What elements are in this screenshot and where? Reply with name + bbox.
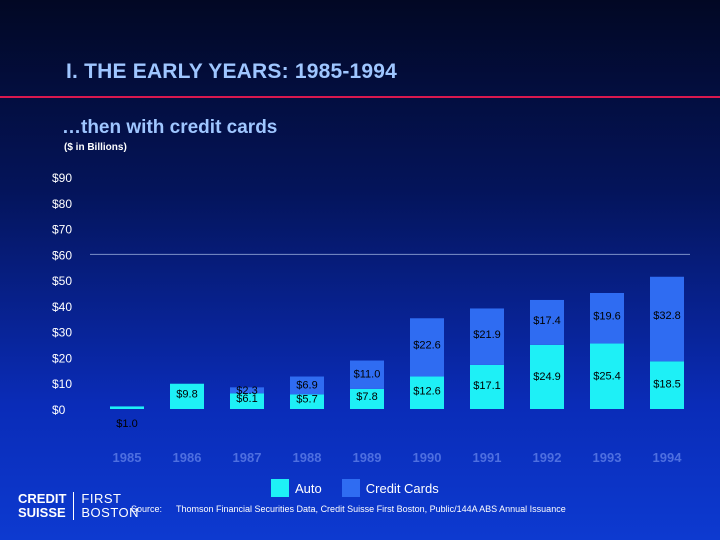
y-axis-tick-labels: $0 $10 $20 $30 $40 $50 $60 $70 $80 $90 — [52, 171, 72, 417]
source-text: Thomson Financial Securities Data, Credi… — [176, 504, 566, 514]
y-tick-label: $0 — [52, 403, 66, 417]
legend-label-credit-cards: Credit Cards — [365, 480, 439, 496]
bar-auto — [230, 393, 264, 409]
company-logo: CREDIT SUISSE FIRST BOSTON — [18, 492, 139, 520]
bar-auto — [170, 383, 204, 409]
logo-text: FIRST — [81, 491, 122, 506]
bar-auto — [410, 376, 444, 409]
x-tick-label: 1994 — [653, 450, 683, 465]
x-tick-label: 1991 — [473, 450, 502, 465]
bar-credit-cards — [470, 308, 504, 365]
data-label-credit-cards: $19.6 — [593, 311, 621, 323]
data-label-credit-cards: $22.6 — [413, 339, 441, 351]
bar-auto — [290, 394, 324, 409]
y-tick-label: $20 — [52, 351, 72, 365]
y-tick-label: $80 — [52, 197, 72, 211]
y-tick-label: $90 — [52, 171, 72, 185]
bars: $1.0 $9.8 $6.1$2.3 $5.7$6.9 $7.8 $11.0 $12.6 $2… — [110, 276, 684, 430]
logo-text: BOSTON — [81, 505, 140, 520]
y-tick-label: $30 — [52, 326, 72, 340]
x-tick-label: 1990 — [413, 450, 442, 465]
bar-credit-cards — [650, 276, 684, 362]
data-label-auto: $12.6 — [413, 385, 441, 397]
bar-credit-cards — [230, 387, 264, 394]
data-label-credit-cards: $17.4 — [533, 315, 561, 327]
legend-item-credit-cards: Credit Cards — [341, 479, 439, 497]
source-label: Source: — [131, 504, 163, 514]
bar-auto — [650, 361, 684, 409]
data-label-auto: $25.4 — [593, 371, 621, 383]
y-tick-label: $70 — [52, 223, 72, 237]
data-label-credit-cards: $11.0 — [354, 368, 381, 380]
title-divider — [0, 96, 720, 98]
legend-swatch-auto — [271, 479, 289, 497]
page-subtitle: …then with credit cards — [62, 117, 278, 138]
bar-auto — [590, 343, 624, 409]
legend-swatch-credit-cards — [341, 479, 360, 497]
x-tick-label: 1986 — [173, 450, 202, 465]
data-label-auto: $17.1 — [473, 380, 501, 392]
y-tick-label: $60 — [52, 248, 72, 262]
source-note: Source: Thomson Financial Securities Dat… — [131, 504, 566, 514]
data-label-auto: $6.1 — [236, 393, 257, 405]
bar-credit-cards — [410, 318, 444, 377]
bar-auto — [470, 364, 504, 409]
bar-credit-cards — [530, 299, 564, 345]
data-label-auto: $1.0 — [116, 418, 137, 430]
x-tick-label: 1989 — [353, 450, 382, 465]
x-tick-label: 1985 — [113, 450, 142, 465]
data-label-auto: $24.9 — [533, 371, 561, 383]
bar-credit-cards — [350, 360, 384, 389]
bar-auto — [350, 388, 384, 409]
data-label-auto: $18.5 — [653, 379, 681, 391]
units-label: ($ in Billions) — [64, 142, 127, 153]
x-tick-label: 1988 — [293, 450, 322, 465]
bar-credit-cards — [290, 376, 324, 395]
bar-credit-cards — [590, 293, 624, 344]
data-label-credit-cards: $21.9 — [473, 329, 501, 341]
y-tick-label: $40 — [52, 300, 72, 314]
x-tick-label: 1993 — [593, 450, 622, 465]
data-label-auto: $7.8 — [356, 391, 377, 403]
x-tick-label: 1987 — [233, 450, 262, 465]
logo-text: CREDIT — [18, 491, 67, 506]
logo-divider — [73, 492, 75, 520]
page-title: I. THE EARLY YEARS: 1985-1994 — [66, 60, 398, 83]
bar-auto — [110, 406, 144, 409]
y-tick-label: $50 — [52, 274, 72, 288]
bar-auto — [530, 344, 564, 409]
data-label-credit-cards: $6.9 — [296, 380, 317, 392]
data-label-credit-cards: $2.3 — [236, 385, 257, 397]
legend-label-auto: Auto — [295, 480, 322, 496]
y-tick-label: $10 — [52, 377, 72, 391]
legend-item-auto: Auto — [271, 479, 322, 497]
x-axis-tick-labels: 1985 1986 1987 1988 1989 1990 1991 1992 1993 1994 — [113, 450, 683, 465]
legend: Auto Credit Cards — [271, 479, 439, 497]
data-label-credit-cards: $32.8 — [653, 310, 681, 322]
data-label-auto: $9.8 — [176, 389, 197, 401]
data-label-auto: $5.7 — [296, 393, 317, 405]
x-tick-label: 1992 — [533, 450, 562, 465]
logo-text: SUISSE — [18, 505, 66, 520]
